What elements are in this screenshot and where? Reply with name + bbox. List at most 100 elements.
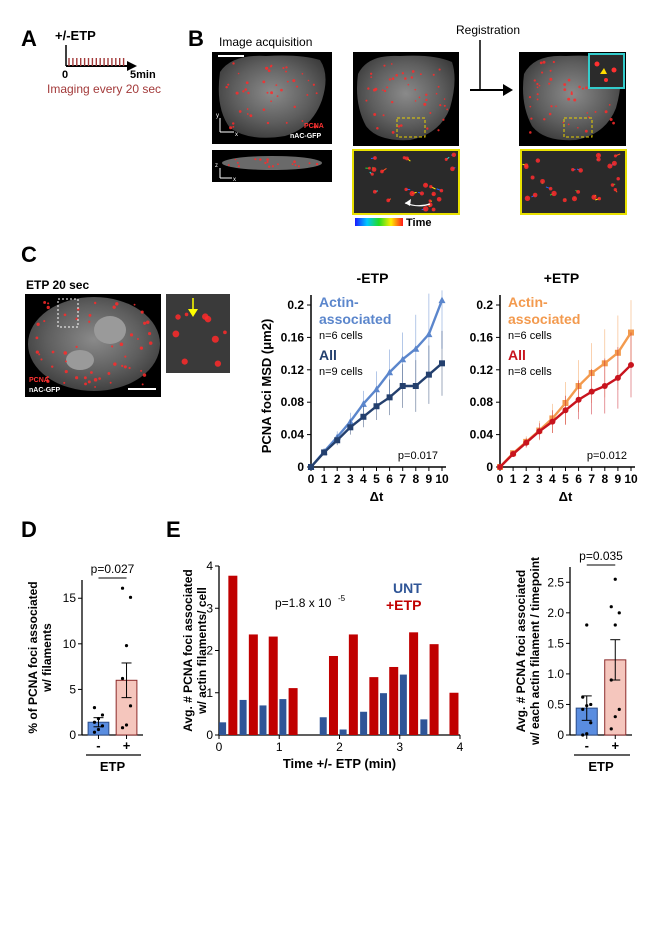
category-label: -: [96, 738, 100, 753]
pcna-focus: [308, 162, 311, 165]
chart-title: -ETP: [357, 270, 389, 286]
data-point: [585, 732, 589, 736]
pcna-focus: [124, 355, 127, 358]
pcna-focus: [570, 91, 573, 94]
x-tick-label: 6: [386, 472, 393, 486]
pcna-focus: [607, 163, 613, 169]
pcna-focus: [573, 98, 577, 102]
pcna-focus: [610, 183, 615, 187]
pcna-focus: [570, 92, 573, 96]
data-point: [96, 727, 101, 732]
pcna-focus: [581, 87, 584, 90]
pcna-focus: [548, 112, 552, 116]
x-tick-label: 9: [615, 472, 622, 486]
pcna-focus: [268, 165, 271, 168]
y-tick-label: 0: [557, 728, 564, 742]
data-point: [609, 605, 613, 609]
acquisition-image: y x PCNA nAC-GFP: [212, 52, 332, 144]
pcna-focus: [536, 86, 539, 89]
series-label: associated: [319, 311, 391, 327]
pcna-focus: [285, 121, 288, 124]
pcna-focus: [444, 157, 448, 161]
pcna-focus: [536, 98, 539, 101]
pcna-focus: [111, 345, 114, 348]
data-point: [581, 695, 585, 699]
legend-unt: UNT: [393, 580, 422, 596]
pcna-focus: [88, 313, 92, 317]
panel-label-d: D: [21, 517, 37, 542]
pcna-focus: [93, 378, 98, 382]
pcna-focus: [442, 118, 445, 121]
pcna-focus: [265, 66, 269, 70]
bar: [288, 688, 298, 735]
pcna-focus: [262, 80, 266, 84]
pcna-focus: [315, 92, 318, 95]
data-point: [100, 713, 105, 717]
acq-nac-label: nAC-GFP: [290, 133, 321, 140]
p-value: p=0.017: [398, 450, 438, 462]
data-point: [425, 330, 433, 338]
pcna-focus: [540, 178, 545, 184]
pcna-focus: [616, 177, 620, 181]
pcna-focus: [249, 114, 253, 118]
pcna-focus: [291, 163, 294, 165]
x-tick-label: 5: [373, 472, 380, 486]
data-point: [412, 345, 420, 352]
pcna-focus: [246, 113, 249, 115]
pcna-focus: [266, 161, 269, 164]
data-point: [321, 449, 328, 456]
data-point: [589, 702, 593, 707]
series-n: n=6 cells: [508, 330, 552, 342]
pcna-focus: [202, 313, 209, 320]
pcna-focus: [259, 158, 262, 161]
data-point: [497, 464, 503, 470]
data-point: [589, 721, 593, 725]
pcna-focus: [397, 125, 401, 128]
data-point: [386, 368, 394, 376]
pcna-focus: [373, 156, 377, 160]
pcna-focus: [542, 60, 546, 64]
pcna-focus: [286, 80, 289, 83]
pcna-focus: [563, 88, 567, 92]
pcna-focus: [533, 79, 536, 82]
y-tick-label: 1.5: [547, 636, 564, 650]
pcna-focus: [427, 202, 433, 208]
pcna-focus: [301, 120, 304, 122]
pcna-focus: [121, 364, 124, 367]
x-tick-label: 3: [347, 472, 354, 486]
pcna-focus: [549, 77, 553, 81]
pcna-focus: [373, 113, 377, 116]
pcna-focus: [50, 365, 54, 368]
pcna-focus: [63, 381, 66, 384]
pcna-focus: [142, 373, 147, 377]
x-tick-label: 8: [412, 472, 419, 486]
data-point: [373, 403, 380, 410]
msd-chart-plus-etp: 0 1 2 3 4 5 6 7 8 9 1000.040.080.120.160.2Δt+ETPp=…: [470, 270, 638, 504]
pcna-focus: [301, 72, 304, 75]
bar: [399, 674, 407, 735]
bar: [379, 693, 387, 735]
y-tick-label: 0: [69, 728, 76, 742]
pcna-focus: [577, 126, 579, 129]
series-label: associated: [508, 311, 580, 327]
x-tick-label: 0: [308, 472, 315, 486]
data-point: [120, 726, 125, 730]
pcna-focus: [115, 302, 119, 306]
before-registration-image: [353, 52, 459, 146]
pcna-focus: [123, 365, 127, 369]
pcna-focus: [271, 165, 275, 168]
bar-chart-panel-d: 0 5 10 15 - + p=0.027 ETP % of PCNA foci associa…: [26, 562, 143, 774]
chart-title: +ETP: [544, 270, 579, 286]
pcna-focus: [113, 362, 117, 366]
panel-a-caption: Imaging every 20 sec: [47, 82, 161, 96]
y-axis-label: w/ each actin filament / timepoint: [528, 557, 542, 746]
pcna-focus: [425, 98, 428, 102]
data-point: [609, 727, 613, 731]
pcna-focus: [372, 189, 377, 194]
pcna-focus: [439, 104, 442, 107]
pcna-focus: [578, 85, 581, 89]
pcna-focus: [285, 66, 288, 69]
pcna-focus: [315, 162, 319, 166]
side-axis-z: z: [215, 163, 218, 169]
pcna-focus: [139, 346, 144, 350]
